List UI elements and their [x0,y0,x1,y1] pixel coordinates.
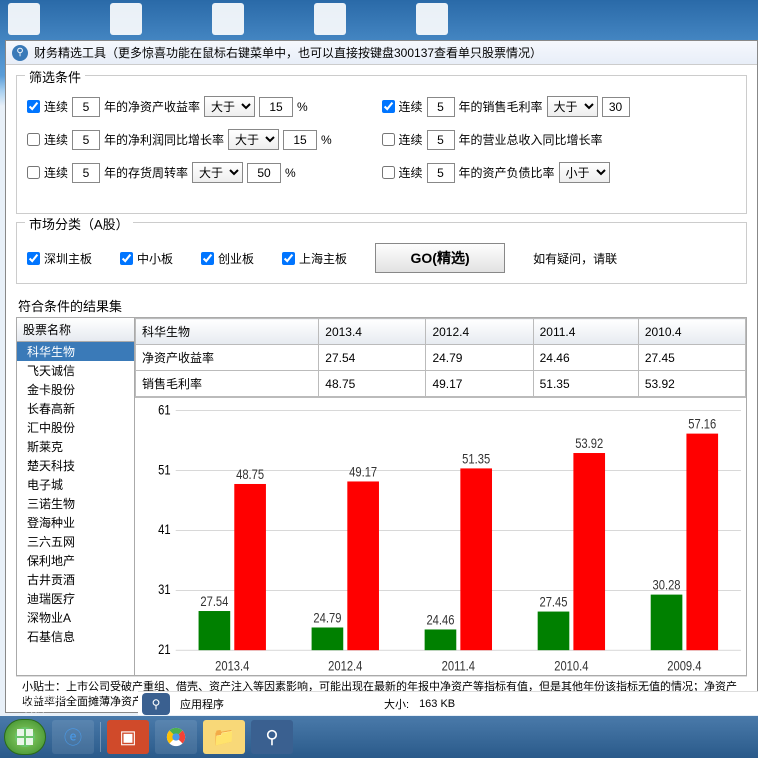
op-profit[interactable]: 大于 [228,129,279,150]
explorer-icon[interactable]: 📁 [203,720,245,754]
svg-text:27.45: 27.45 [539,594,567,609]
stock-list-header: 股票名称 [17,318,134,342]
cb-gross[interactable] [382,100,395,113]
svg-text:2011.4: 2011.4 [442,658,475,673]
svg-text:21: 21 [158,642,170,657]
val-inventory[interactable] [247,163,281,183]
cb-roe[interactable] [27,100,40,113]
cb-profit[interactable] [27,133,40,146]
cb-sh[interactable]: 上海主板 [282,250,347,267]
cb-inventory[interactable] [27,166,40,179]
svg-text:31: 31 [158,582,170,597]
years-roe[interactable] [72,97,100,117]
val-roe[interactable] [259,97,293,117]
stock-item[interactable]: 长春高新 [17,399,134,418]
stock-item[interactable]: 三诺生物 [17,494,134,513]
main-window: ⚲ 财务精选工具（更多惊喜功能在鼠标右键菜单中，也可以直接按键盘300137查看… [5,40,758,713]
stock-item[interactable]: 石基信息 [17,627,134,646]
svg-text:61: 61 [158,402,170,417]
svg-text:51.35: 51.35 [462,451,490,466]
svg-text:51: 51 [158,462,170,477]
stock-item[interactable]: 古井贡酒 [17,570,134,589]
filter-fieldset: 筛选条件 连续 年的净资产收益率 大于 % 连续 年的销售毛利率 大于 [16,75,747,214]
start-button[interactable] [4,719,46,755]
cb-revenue[interactable] [382,133,395,146]
svg-text:49.17: 49.17 [349,464,377,479]
svg-text:2013.4: 2013.4 [215,658,249,673]
svg-text:24.46: 24.46 [426,612,454,627]
svg-text:2012.4: 2012.4 [328,658,362,673]
app1-icon[interactable]: ▣ [107,720,149,754]
stock-item[interactable]: 楚天科技 [17,456,134,475]
op-roe[interactable]: 大于 [204,96,255,117]
stock-item[interactable]: 保利地产 [17,551,134,570]
svg-text:41: 41 [158,522,170,537]
years-profit[interactable] [72,130,100,150]
cb-debt[interactable] [382,166,395,179]
data-table: 科华生物2013.42012.42011.42010.4 净资产收益率27.54… [135,318,746,397]
stock-item[interactable]: 科华生物 [17,342,134,361]
window-titlebar: ⚲ 财务精选工具（更多惊喜功能在鼠标右键菜单中，也可以直接按键盘300137查看… [6,41,757,65]
years-revenue[interactable] [427,130,455,150]
svg-text:24.79: 24.79 [313,610,341,625]
op-inventory[interactable]: 大于 [192,162,243,183]
stock-list: 股票名称 科华生物飞天诚信金卡股份长春高新汇中股份斯莱克楚天科技电子城三诺生物登… [17,318,135,675]
stock-item[interactable]: 金卡股份 [17,380,134,399]
stock-item[interactable]: 飞天诚信 [17,361,134,380]
svg-text:27.54: 27.54 [200,594,228,609]
stock-item[interactable]: 三六五网 [17,532,134,551]
op-gross[interactable]: 大于 [547,96,598,117]
bg-label: 问花顺 元弼环保 产 [6,693,66,715]
stock-item[interactable]: 迪瑞医疗 [17,589,134,608]
search-icon: ⚲ [142,693,170,715]
stock-item[interactable]: 斯莱克 [17,437,134,456]
result-label: 符合条件的结果集 [18,296,747,315]
filter-legend: 筛选条件 [25,67,85,86]
chart: 21 31 41 51 61 27.54 48.75 2013.4 24.79 49.17 2012… [135,397,746,675]
ie-icon[interactable]: ⓔ [52,720,94,754]
op-debt[interactable]: 小于 [559,162,610,183]
sub-window: ⚲ 应用程序 大小: 163 KB [138,691,758,715]
cb-cyb[interactable]: 创业板 [201,250,254,267]
search-app-icon[interactable]: ⚲ [251,720,293,754]
svg-text:48.75: 48.75 [236,467,264,482]
cb-zxb[interactable]: 中小板 [120,250,173,267]
svg-text:2010.4: 2010.4 [554,658,588,673]
svg-text:30.28: 30.28 [653,577,681,592]
window-title: 财务精选工具（更多惊喜功能在鼠标右键菜单中，也可以直接按键盘300137查看单只… [34,44,542,61]
stock-item[interactable]: 电子城 [17,475,134,494]
val-profit[interactable] [283,130,317,150]
val-gross[interactable] [602,97,630,117]
app-icon: ⚲ [12,45,28,61]
years-inventory[interactable] [72,163,100,183]
years-debt[interactable] [427,163,455,183]
desktop-icons [0,3,758,43]
market-legend: 市场分类（A股） [25,214,133,233]
taskbar: ⓔ ▣ 📁 ⚲ [0,716,758,758]
go-button[interactable]: GO(精选) [375,243,505,273]
stock-item[interactable]: 登海种业 [17,513,134,532]
help-text: 如有疑问，请联 [533,250,617,267]
cb-sz[interactable]: 深圳主板 [27,250,92,267]
market-fieldset: 市场分类（A股） 深圳主板 中小板 创业板 上海主板 GO(精选) 如有疑问，请… [16,222,747,284]
result-area: 股票名称 科华生物飞天诚信金卡股份长春高新汇中股份斯莱克楚天科技电子城三诺生物登… [16,317,747,676]
chrome-icon[interactable] [155,720,197,754]
stock-item[interactable]: 汇中股份 [17,418,134,437]
svg-text:57.16: 57.16 [688,416,716,431]
years-gross[interactable] [427,97,455,117]
svg-text:2009.4: 2009.4 [667,658,701,673]
svg-text:53.92: 53.92 [575,436,603,451]
stock-item[interactable]: 深物业A [17,608,134,627]
